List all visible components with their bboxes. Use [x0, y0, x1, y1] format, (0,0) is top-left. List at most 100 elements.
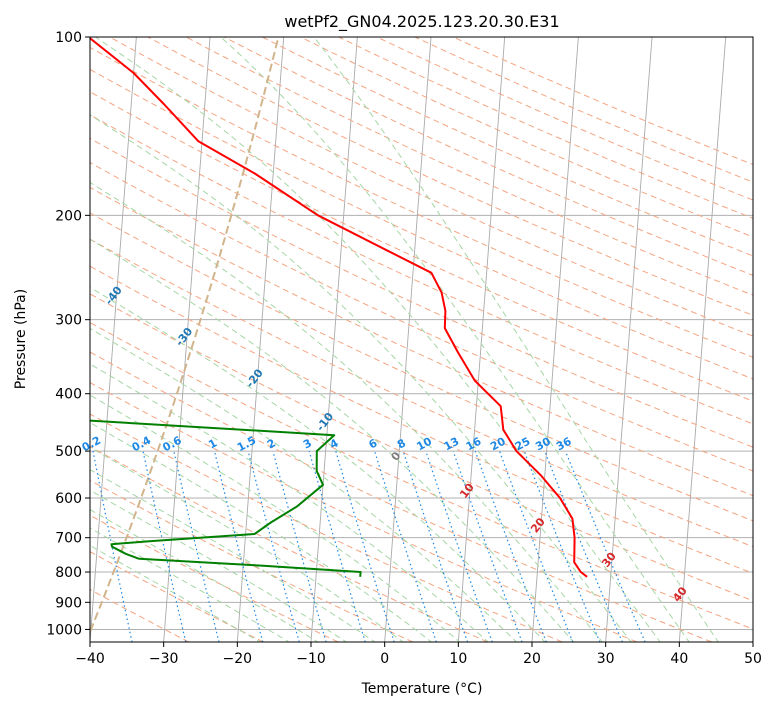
x-axis: −40 −30 −20 −10 0 10 20 30 40 50: [75, 642, 762, 667]
dry-adiabat: [414, 37, 753, 183]
y-tick-label: 200: [55, 208, 82, 224]
dry-adiabat: [90, 238, 753, 548]
dry-adiabat: [90, 588, 190, 642]
dry-adiabat: [147, 37, 753, 316]
y-tick-label: 100: [55, 30, 82, 46]
x-tick-label: 0: [380, 651, 389, 667]
isotherm-line: [90, 37, 137, 642]
isotherm-line: [384, 37, 432, 642]
moist-adiabat: [90, 446, 404, 642]
dry-adiabat: [90, 293, 753, 602]
dry-adiabat: [90, 68, 753, 380]
temperature-profile-line: [90, 37, 588, 578]
mixing-ratio-line: [308, 450, 366, 642]
mixing-ratio-label: 36: [554, 435, 574, 454]
x-tick-label: −10: [296, 651, 326, 667]
isotherm-line: [605, 37, 653, 642]
moist-adiabat: [90, 286, 546, 642]
isotherm-label: 30: [599, 550, 619, 570]
mixing-ratio-line: [425, 450, 493, 642]
dry-adiabat: [90, 114, 753, 425]
mixing-ratio-line: [564, 450, 646, 642]
dry-adiabat: [90, 413, 563, 642]
x-tick-label: −20: [223, 651, 253, 667]
y-tick-label: 400: [55, 387, 82, 403]
dry-adiabat: [90, 186, 753, 497]
mixing-ratio-labels: 0.2 0.4 0.6 1 1.5 2 3 4 6 8 10 13 16 20 25 30 36: [80, 434, 574, 455]
moist-adiabat: [90, 527, 291, 642]
mixing-ratio-label: 10: [414, 435, 434, 454]
isotherm-line: [678, 37, 727, 642]
moist-adiabat: [90, 509, 319, 642]
x-tick-label: 40: [670, 651, 688, 667]
y-tick-label: 500: [55, 444, 82, 460]
x-tick-label: 10: [449, 651, 467, 667]
chart-title: wetPf2_GN04.2025.123.20.30.E31: [284, 12, 559, 32]
x-axis-label: Temperature (°C): [361, 681, 483, 697]
dry-adiabat: [452, 37, 753, 166]
mixing-ratio-line: [374, 450, 437, 642]
moist-adiabat: [95, 37, 661, 642]
dry-adiabat: [90, 265, 753, 574]
dry-adiabat: [109, 37, 753, 337]
dry-adiabat: [90, 445, 488, 642]
dry-adiabat: [338, 37, 753, 219]
moist-adiabat: [90, 394, 461, 642]
moist-adiabat: [90, 181, 603, 642]
mixing-ratio-label: 16: [464, 435, 484, 454]
mixing-ratio-line: [499, 450, 574, 642]
mixing-ratio-label: 20: [488, 435, 508, 454]
x-tick-label: 20: [523, 651, 541, 667]
dry-adiabat: [90, 212, 753, 522]
dry-adiabat: [90, 479, 414, 642]
moist-adiabat: [90, 421, 433, 642]
isotherm-line: [752, 636, 753, 642]
dry-adiabat: [300, 37, 753, 238]
isotherm-label: -40: [102, 284, 125, 308]
moist-adiabat: [90, 363, 489, 642]
y-axis-label: Pressure (hPa): [13, 289, 29, 389]
mixing-ratio-label: 13: [442, 435, 462, 454]
y-tick-label: 800: [55, 565, 82, 581]
dewpoint-profile-line: [90, 419, 362, 577]
mixing-ratio-line: [272, 450, 327, 642]
y-tick-label: 600: [55, 491, 82, 507]
dry-adiabat: [90, 351, 712, 642]
x-tick-label: 50: [744, 651, 762, 667]
dry-adiabat: [90, 91, 753, 402]
mixing-ratio-label: 30: [533, 435, 553, 454]
mixing-ratio-label: 6: [367, 436, 380, 451]
plot-frame: [89, 36, 754, 643]
isotherm-label: -50: [32, 242, 55, 266]
isotherm-line: [531, 37, 579, 642]
profiles: [90, 37, 588, 578]
mixing-ratio-line: [247, 450, 300, 642]
isotherm-line: [457, 37, 506, 642]
x-tick-label: 30: [597, 651, 615, 667]
dry-adiabat: [90, 46, 753, 358]
isotherm-line: [236, 37, 285, 642]
background-lines: [90, 37, 753, 642]
dry-adiabat: [90, 381, 638, 642]
y-tick-label: 1000: [46, 622, 82, 638]
isotherm-label: -20: [243, 366, 266, 390]
mixing-ratio-line: [173, 450, 220, 642]
mixing-ratio-label: 1: [206, 436, 219, 451]
y-axis: 100 200 300 400 500 600 700 800 900 1000: [46, 30, 90, 638]
moist-adiabat: [90, 544, 262, 642]
isotherm-label: -10: [314, 410, 337, 434]
y-tick-label: 700: [55, 531, 82, 547]
isotherm-line: [163, 37, 211, 642]
mixing-ratio-line: [142, 450, 187, 642]
y-tick-label: 900: [55, 595, 82, 611]
moist-adiabat: [90, 238, 575, 642]
dry-adiabat: [90, 514, 339, 642]
mixing-ratio-line: [335, 450, 395, 642]
mixing-ratio-label: 25: [513, 435, 533, 454]
dry-adiabat: [185, 37, 753, 296]
mixing-ratio-line: [452, 450, 523, 642]
x-tick-label: −30: [149, 651, 179, 667]
moist-adiabat: [90, 327, 518, 642]
